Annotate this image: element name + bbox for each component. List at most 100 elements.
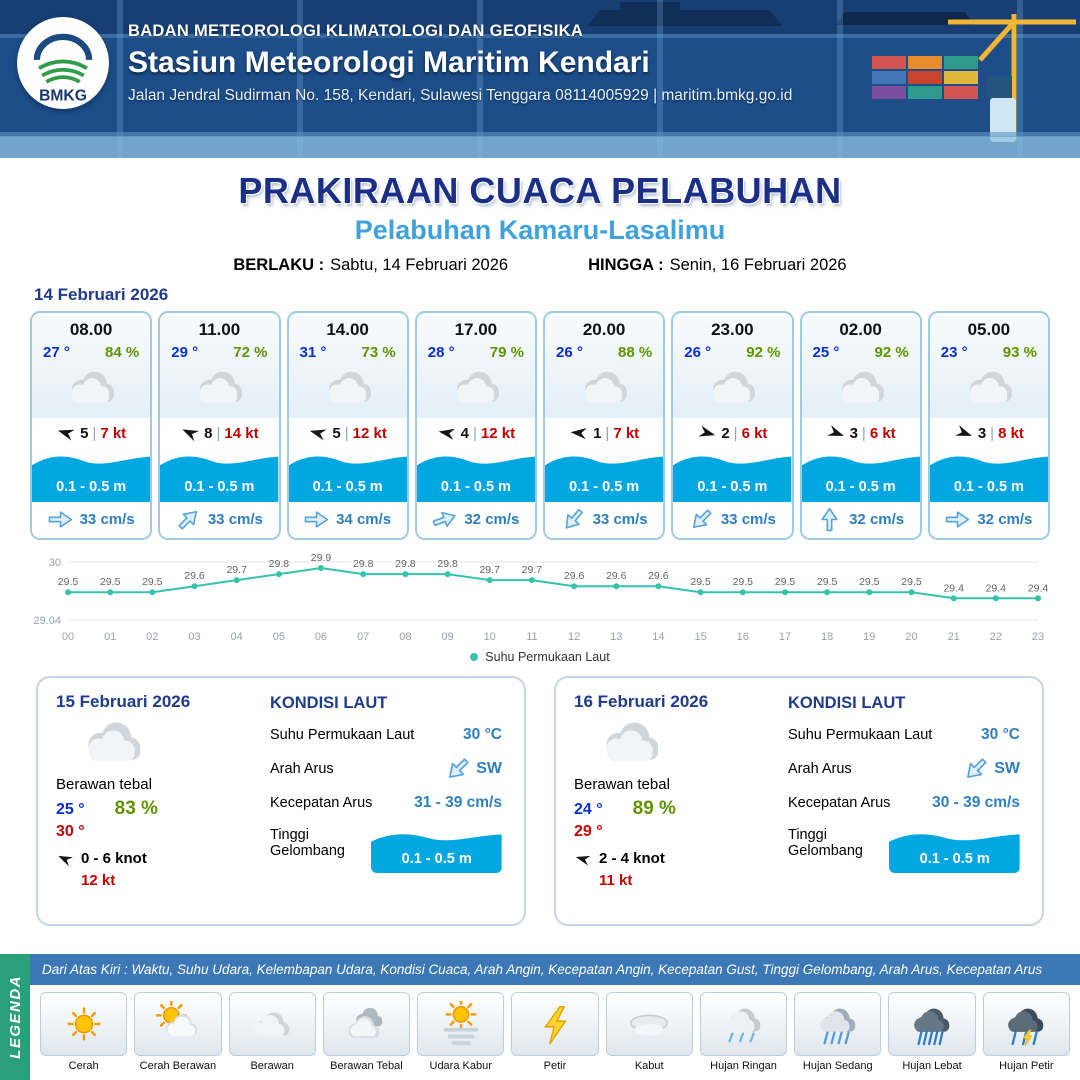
wind-speed: 4 (460, 424, 469, 442)
slot-wind-row: 1 | 7 kt (545, 418, 664, 448)
day-card-15[interactable]: 15 Februari 2026 Berawan tebal 25 ° 83 %… (36, 676, 526, 926)
current-speed: 33 cm/s (79, 511, 135, 528)
station-address: Jalan Jendral Sudirman No. 158, Kendari,… (128, 86, 793, 104)
wave-height: 0.1 - 0.5 m (312, 479, 383, 495)
validity-row: BERLAKU : Sabtu, 14 Februari 2026 HINGGA … (0, 256, 1080, 275)
current-speed: 32 cm/s (464, 511, 520, 528)
legend-item: Hujan Sedang (794, 992, 882, 1072)
slot-time: 08.00 (69, 320, 113, 339)
current-speed: 33 cm/s (720, 511, 776, 528)
slot-temps: 27 ° 84 % (32, 342, 150, 361)
svg-text:29.7: 29.7 (226, 564, 247, 576)
valid-from: BERLAKU : Sabtu, 14 Februari 2026 (233, 256, 509, 274)
svg-text:29.8: 29.8 (437, 558, 458, 570)
wind-direction-icon (572, 848, 594, 868)
slot-current-row: 33 cm/s (545, 502, 664, 538)
svg-text:29.5: 29.5 (100, 576, 121, 588)
current-direction-icon (960, 753, 993, 786)
slot-humidity: 72 % (233, 344, 268, 361)
slot-humidity: 93 % (1002, 344, 1037, 361)
day-card-16[interactable]: 16 Februari 2026 Berawan tebal 24 ° 89 %… (554, 676, 1044, 926)
bmkg-logo-text: BMKG (39, 88, 87, 105)
legend-title: LEGENDA (6, 975, 24, 1059)
humidity: 89 % (632, 798, 676, 819)
wave-height: 0.1 - 0.5 m (825, 479, 896, 495)
sst-line-chart: 30 29.04 29.5 29.5 29.5 29.6 29.7 29.8 29.9 29.8 2… (33, 552, 1048, 643)
forecast-card[interactable]: 05.00 23 ° 93 % 3 | 8 kt 0.1 - 0.5 m 32 … (927, 311, 1050, 540)
harbor-illustration (0, 0, 1080, 158)
slot-temps: 26 ° 92 % (673, 342, 791, 361)
legend-item-label: Hujan Ringan (710, 1060, 777, 1072)
forecast-card[interactable]: 08.00 27 ° 84 % 5 | 7 kt 0.1 - 0.5 m 33 … (30, 311, 153, 540)
svg-text:29.8: 29.8 (395, 558, 416, 570)
separator: | (216, 424, 221, 442)
forecast-date: 14 Februari 2026 (34, 285, 169, 304)
wave-height-label: Tinggi Gelombang (788, 827, 863, 859)
current-speed-label: Kecepatan Arus (270, 795, 373, 811)
rain-light-icon (699, 992, 788, 1056)
forecast-card[interactable]: 02.00 25 ° 92 % 3 | 6 kt 0.1 - 0.5 m 32 … (799, 311, 922, 540)
forecast-card-top: 14.00 31 ° 73 % (288, 313, 407, 418)
svg-text:17: 17 (779, 631, 791, 643)
valid-until: HINGGA : Senin, 16 Februari 2026 (588, 256, 847, 274)
slot-temperature: 31 ° (299, 344, 327, 361)
wind-gust: 8 kt (998, 424, 1024, 442)
wind-direction-icon (177, 421, 203, 446)
forecast-card[interactable]: 17.00 28 ° 79 % 4 | 12 kt 0.1 - 0.5 m 32… (414, 311, 537, 540)
cloudy-icon (930, 361, 1048, 414)
sea-section-title: KONDISI LAUT (788, 694, 906, 712)
wave-height-band: 0.1 - 0.5 m (673, 448, 792, 502)
svg-text:02: 02 (146, 631, 158, 643)
day-date: 16 Februari 2026 (574, 692, 709, 711)
forecast-card[interactable]: 20.00 26 ° 88 % 1 | 7 kt 0.1 - 0.5 m 33 … (543, 311, 666, 540)
cloudy-icon (74, 718, 150, 770)
storm-icon (982, 992, 1070, 1056)
slot-time: 17.00 (454, 320, 498, 339)
legend-section: LEGENDA Dari Atas Kiri : Waktu, Suhu Uda… (0, 954, 1080, 1080)
port-name: Pelabuhan Kamaru-Lasalimu (354, 215, 726, 245)
separator: | (472, 424, 477, 442)
wind-gust: 7 kt (100, 424, 127, 442)
slot-time: 14.00 (326, 320, 369, 339)
forecast-card[interactable]: 23.00 26 ° 92 % 2 | 6 kt 0.1 - 0.5 m 33 … (671, 311, 794, 540)
wind-range: 2 - 4 knot (599, 850, 665, 867)
wave-height: 0.1 - 0.5 m (919, 851, 990, 867)
wave-height-band: 0.1 - 0.5 m (545, 448, 664, 502)
current-speed: 33 cm/s (207, 511, 263, 528)
current-speed: 33 cm/s (592, 511, 648, 528)
slot-wind-row: 5 | 7 kt (32, 418, 151, 448)
current-dir-label: Arah Arus (788, 761, 852, 777)
slot-wind-row: 3 | 6 kt (801, 418, 920, 448)
slot-humidity: 92 % (746, 344, 781, 361)
slot-temperature: 28 ° (427, 344, 455, 361)
wind-speed: 3 (977, 424, 987, 442)
page-title: PRAKIRAAN CUACA PELABUHAN (238, 170, 842, 211)
hourly-forecast-row: 08.00 27 ° 84 % 5 | 7 kt 0.1 - 0.5 m 33 … (0, 311, 1080, 540)
legend-icons-row: Cerah Cerah Berawan Berawan Berawan Teba… (30, 985, 1080, 1080)
forecast-card[interactable]: 14.00 31 ° 73 % 5 | 12 kt 0.1 - 0.5 m 34… (286, 311, 409, 540)
svg-text:06: 06 (315, 631, 327, 643)
current-speed: 34 cm/s (336, 511, 392, 528)
condition-label: Berawan tebal (56, 776, 152, 793)
cloud-icon (228, 992, 316, 1056)
svg-text:29.6: 29.6 (606, 570, 627, 582)
current-direction: SW (994, 760, 1020, 777)
forecast-card[interactable]: 11.00 29 ° 72 % 8 | 14 kt 0.1 - 0.5 m 33… (158, 311, 281, 540)
wind-gust: 12 kt (352, 424, 387, 442)
cloudy-icon (32, 361, 150, 414)
slot-current-row: 32 cm/s (929, 502, 1048, 538)
svg-text:29.4: 29.4 (986, 582, 1007, 594)
svg-text:09: 09 (441, 631, 453, 643)
slot-humidity: 79 % (489, 344, 524, 361)
chart-legend: Suhu Permukaan Laut (30, 650, 1050, 664)
slot-temps: 29 ° 72 % (160, 342, 278, 361)
slot-current-row: 34 cm/s (288, 502, 407, 538)
title-block: PRAKIRAAN CUACA PELABUHAN Pelabuhan Kama… (0, 158, 1080, 275)
current-direction-icon (558, 504, 589, 535)
slot-temperature: 25 ° (812, 344, 840, 361)
legend-item: Cerah (40, 992, 128, 1072)
legend-description: Dari Atas Kiri : Waktu, Suhu Udara, Kele… (30, 954, 1080, 985)
sst-value: 30 °C (981, 726, 1020, 743)
legend-item-label: Hujan Sedang (802, 1060, 873, 1072)
slot-temperature: 27 ° (43, 344, 70, 361)
